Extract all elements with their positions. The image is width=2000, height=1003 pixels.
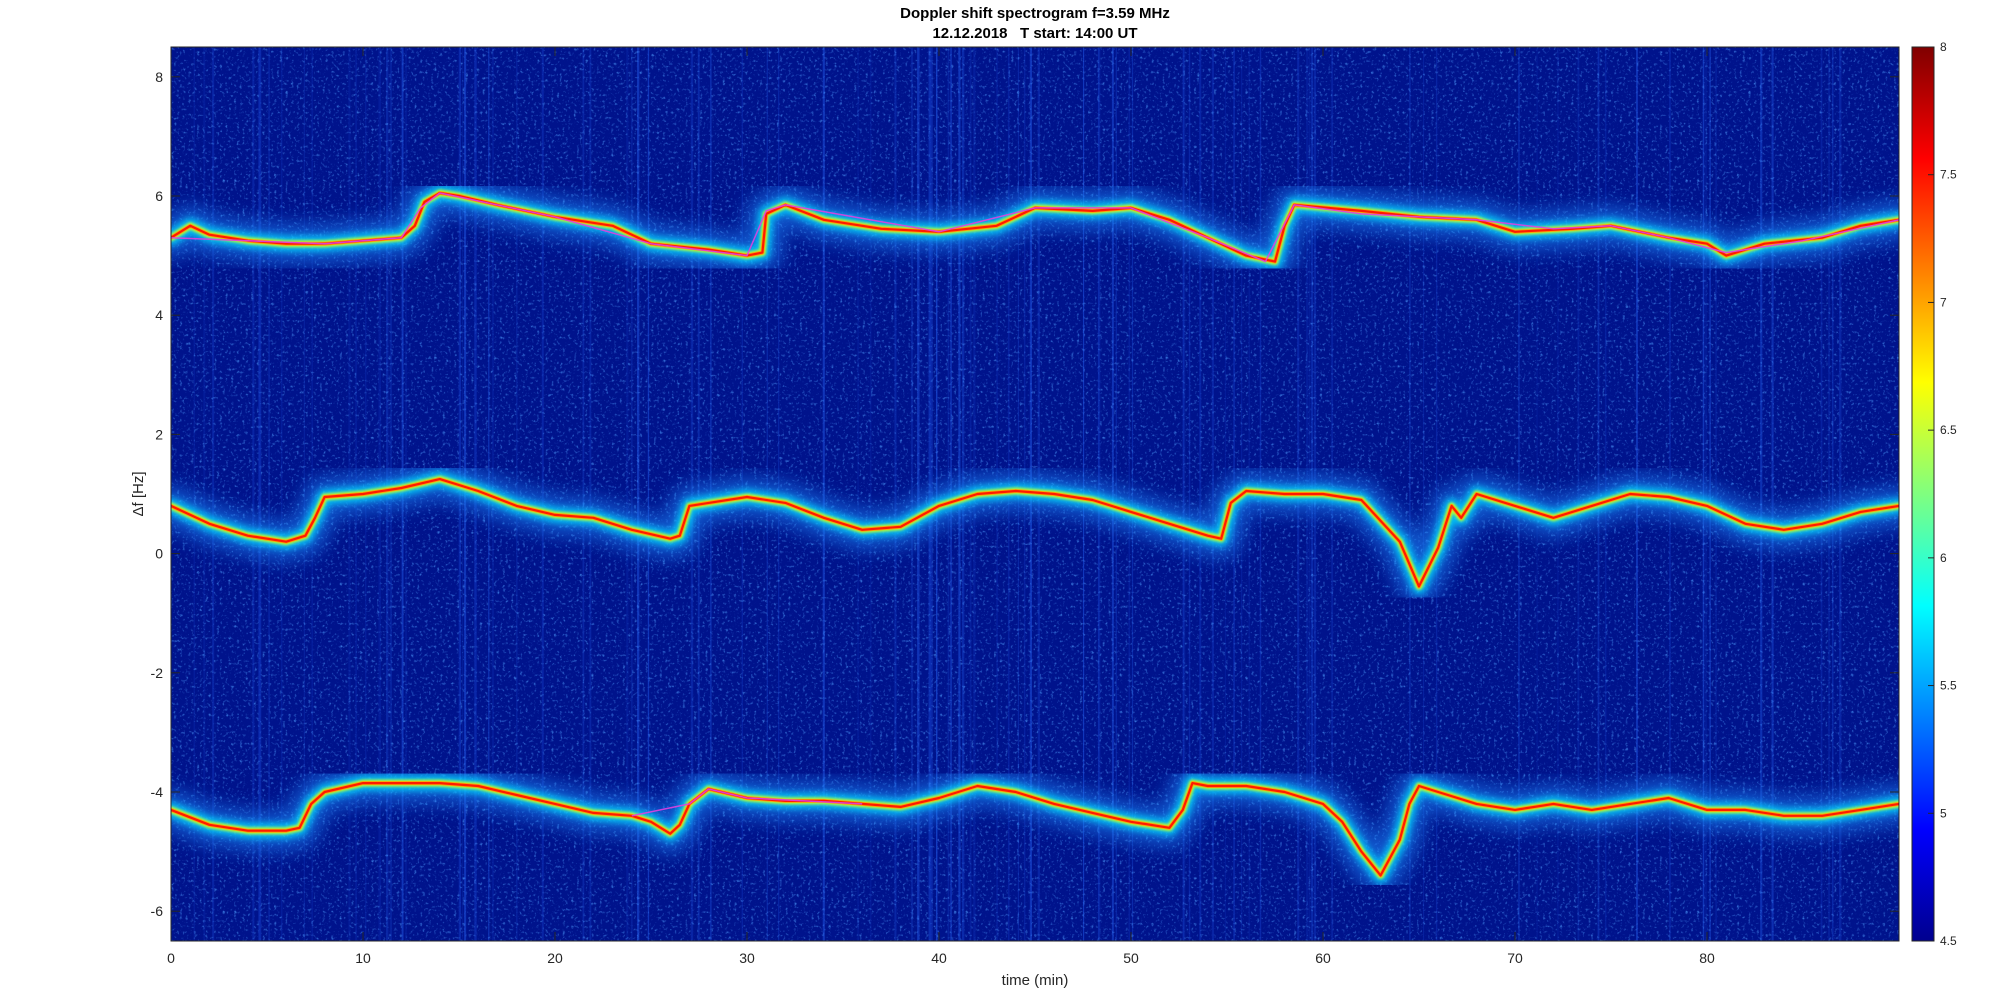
doppler-trace-3-layer-5 (171, 782, 1899, 877)
colorbar-tick-label: 6 (1940, 551, 1947, 565)
y-tick-label: 2 (155, 426, 163, 442)
x-tick-label: 50 (1123, 950, 1139, 966)
overlay-curve-2 (631, 788, 863, 817)
spectrogram-plot-area (171, 47, 1899, 941)
x-tick-label: 70 (1507, 950, 1523, 966)
y-tick-label: 4 (155, 307, 163, 323)
y-tick-label: -6 (151, 903, 164, 919)
x-tick-label: 60 (1315, 950, 1331, 966)
colorbar-tick-label: 4.5 (1940, 934, 1957, 948)
overlay-curves (171, 192, 1899, 817)
x-tick-label: 30 (739, 950, 755, 966)
x-tick-label: 20 (547, 950, 563, 966)
colorbar-tick-label: 7 (1940, 295, 1947, 309)
y-tick-label: 6 (155, 188, 163, 204)
colorbar-tick-label: 7.5 (1940, 168, 1957, 182)
y-tick-label: -4 (151, 784, 164, 800)
colorbar-tick-label: 5.5 (1940, 679, 1957, 693)
x-axis-label: time (min) (1002, 972, 1069, 989)
x-axis-ticks: 0 10 20 30 40 50 60 70 80 (167, 47, 1715, 966)
x-tick-label: 10 (355, 950, 371, 966)
x-tick-label: 40 (931, 950, 947, 966)
y-tick-label: 0 (155, 546, 163, 562)
plot-frame (170, 46, 1900, 942)
x-tick-label: 80 (1699, 950, 1715, 966)
colorbar-tick-label: 6.5 (1940, 423, 1957, 437)
chart-subtitle: 12.12.2018 T start: 14:00 UT (932, 25, 1137, 42)
chart-title: Doppler shift spectrogram f=3.59 MHz (900, 5, 1170, 22)
y-tick-label: 8 (155, 69, 163, 85)
x-tick-label: 0 (167, 950, 175, 966)
doppler-trace-2-layer-5 (171, 478, 1899, 588)
y-axis-ticks: -6 -4 -2 0 2 4 6 8 (151, 69, 1899, 919)
colorbar-tick-label: 8 (1940, 40, 1947, 54)
colorbar-tick-label: 5 (1940, 806, 1947, 820)
y-axis-label: Δf [Hz] (130, 471, 147, 516)
colorbar: 4.5 5 5.5 6 6.5 7 7.5 8 (1911, 40, 1957, 948)
colorbar-ticks: 4.5 5 5.5 6 6.5 7 7.5 8 (1928, 40, 1957, 948)
overlay-curve-1 (171, 192, 1899, 263)
colorbar-gradient (1911, 46, 1935, 942)
y-tick-label: -2 (151, 665, 164, 681)
